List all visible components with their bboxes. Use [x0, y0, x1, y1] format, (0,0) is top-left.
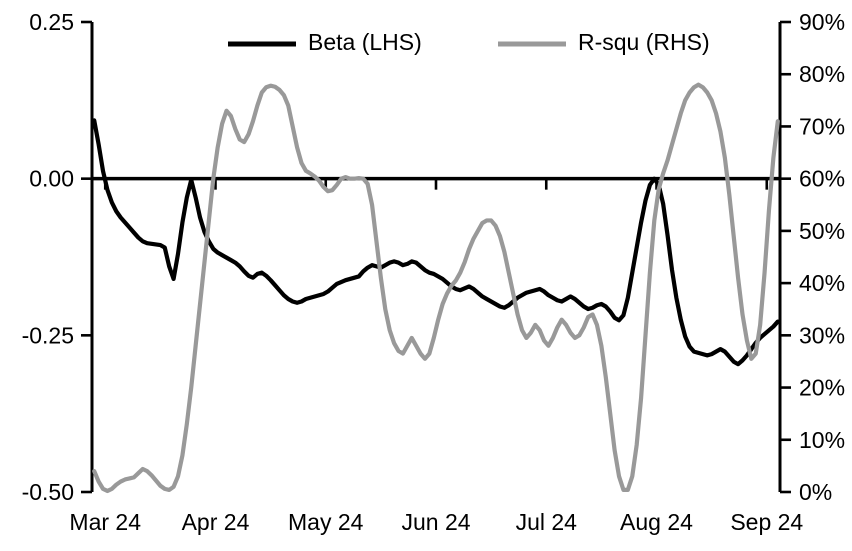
x-tick-label: Jun 24 [401, 509, 470, 535]
left-tick-label: -0.25 [22, 322, 74, 348]
right-tick-label: 50% [799, 218, 845, 244]
chart-legend: Beta (LHS) R-squ (RHS) [228, 29, 710, 55]
right-tick-label: 0% [799, 479, 832, 505]
left-tick-label: -0.50 [22, 479, 74, 505]
right-axis-tick-labels: 0% 10% 20% 30% 40% 50% 60% 70% 80% 90% [799, 9, 845, 505]
right-tick-label: 80% [799, 61, 845, 87]
series-line [92, 82, 780, 494]
right-tick-label: 60% [799, 166, 845, 192]
right-tick-label: 10% [799, 427, 845, 453]
axis-lines [90, 22, 782, 492]
legend-label: Beta (LHS) [308, 29, 422, 55]
x-tick-label: Aug 24 [620, 509, 693, 535]
left-axis-tick-labels: 0.25 0.00 -0.25 -0.50 [22, 9, 74, 505]
legend-label: R-squ (RHS) [578, 29, 710, 55]
right-tick-label: 90% [799, 9, 845, 35]
left-tick-label: 0.00 [29, 166, 74, 192]
left-tick-label: 0.25 [29, 9, 74, 35]
x-tick-label: Jul 24 [516, 509, 578, 535]
axis-tick-marks [81, 20, 791, 494]
x-tick-label: Mar 24 [69, 509, 141, 535]
right-tick-label: 30% [799, 322, 845, 348]
series-lines [92, 82, 780, 494]
x-tick-label: Apr 24 [182, 509, 250, 535]
x-tick-label: May 24 [288, 509, 364, 535]
right-tick-label: 70% [799, 113, 845, 139]
right-tick-label: 20% [799, 375, 845, 401]
x-axis-tick-labels: Mar 24 Apr 24 May 24 Jun 24 Jul 24 Aug 24 Sep … [69, 509, 803, 535]
x-tick-label: Sep 24 [730, 509, 803, 535]
right-tick-label: 40% [799, 270, 845, 296]
